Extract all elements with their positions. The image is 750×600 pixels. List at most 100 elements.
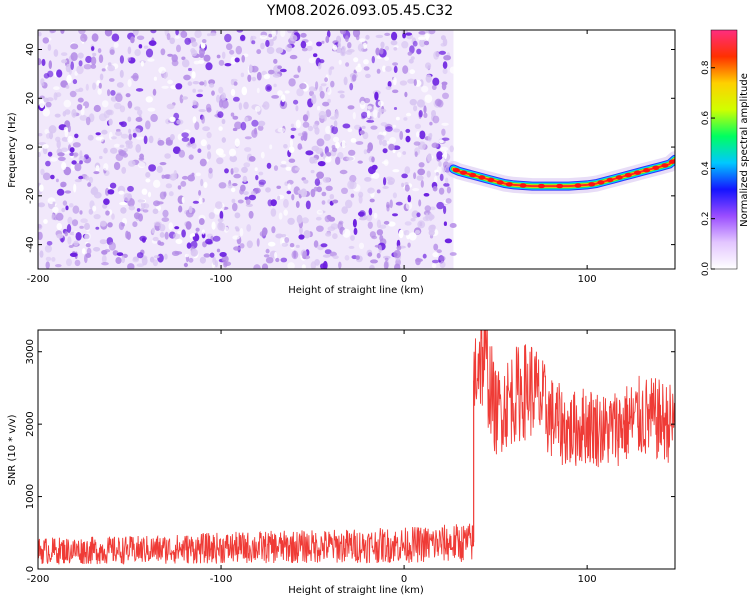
noise-blob [404, 184, 410, 192]
noise-blob [113, 161, 121, 171]
noise-blob [413, 79, 417, 86]
noise-blob [66, 74, 72, 84]
noise-blob [261, 263, 269, 269]
noise-blob [90, 190, 94, 194]
noise-blob [85, 175, 90, 181]
noise-blob [352, 218, 357, 228]
noise-blob [157, 253, 164, 263]
noise-blob [65, 84, 70, 89]
noise-blob [197, 89, 204, 93]
noise-blob [113, 102, 122, 110]
noise-blob [341, 45, 346, 53]
noise-blob [417, 220, 426, 229]
noise-blob [402, 65, 409, 74]
noise-blob [308, 57, 316, 64]
noise-blob [42, 172, 51, 181]
noise-blob [181, 132, 189, 138]
noise-blob [103, 163, 109, 171]
noise-blob [164, 253, 168, 260]
noise-blob [91, 33, 99, 42]
noise-blob [103, 147, 108, 154]
noise-blob [405, 135, 411, 143]
noise-blob [38, 231, 43, 241]
noise-blob [316, 209, 324, 215]
noise-blob [181, 229, 186, 238]
noise-blob [337, 42, 342, 49]
noise-blob [72, 142, 81, 148]
noise-blob [277, 65, 282, 70]
noise-blob [392, 169, 400, 173]
noise-blob [438, 50, 446, 55]
noise-blob [203, 80, 207, 87]
noise-blob [45, 101, 52, 108]
noise-blob [342, 228, 351, 238]
noise-blob [135, 144, 141, 153]
noise-blob [135, 117, 143, 122]
noise-blob [337, 90, 345, 94]
noise-blob [142, 209, 149, 213]
noise-blob [127, 263, 135, 269]
noise-blob [300, 135, 305, 141]
noise-blob [316, 41, 322, 47]
noise-blob [90, 56, 97, 66]
noise-blob [70, 61, 74, 70]
noise-blob [380, 41, 385, 48]
noise-blob [88, 208, 94, 215]
noise-blob [185, 221, 192, 230]
noise-blob [38, 133, 43, 137]
noise-blob [195, 172, 201, 177]
noise-blob [387, 181, 395, 185]
noise-blob [281, 242, 289, 247]
noise-blob [148, 40, 157, 46]
noise-blob [213, 207, 222, 215]
noise-blob [361, 111, 368, 119]
noise-blob [404, 221, 412, 226]
noise-blob [393, 107, 398, 110]
noise-blob [369, 198, 375, 203]
noise-blob [196, 93, 204, 98]
noise-blob [296, 88, 304, 97]
snr-y-tick-label: 2000 [25, 411, 36, 436]
noise-blob [376, 252, 381, 259]
noise-blob [121, 166, 127, 174]
noise-blob [367, 252, 373, 257]
noise-blob [283, 209, 289, 216]
noise-blob [387, 221, 396, 227]
noise-blob [224, 33, 232, 43]
noise-blob [74, 179, 82, 183]
noise-blob [107, 64, 115, 72]
noise-blob [345, 35, 349, 42]
noise-blob [418, 31, 427, 35]
snr-x-tick-label: 0 [401, 574, 407, 585]
noise-blob [380, 122, 388, 127]
noise-blob [354, 124, 361, 130]
noise-blob [194, 121, 200, 130]
noise-blob [378, 108, 387, 113]
noise-blob [69, 147, 75, 153]
noise-blob [429, 121, 433, 126]
snr-y-tick-label: 3000 [25, 339, 36, 364]
noise-blob [199, 81, 205, 86]
noise-blob [439, 139, 444, 144]
noise-blob [385, 86, 392, 90]
noise-blob [38, 203, 42, 207]
noise-blob [382, 148, 388, 154]
noise-blob [395, 116, 400, 121]
noise-blob [428, 214, 435, 220]
ridge-bead [469, 172, 477, 178]
noise-blob [67, 236, 72, 245]
noise-blob [442, 68, 448, 75]
noise-blob [233, 81, 238, 86]
noise-blob [320, 243, 328, 248]
noise-blob [244, 117, 249, 122]
noise-blob [145, 96, 153, 103]
noise-blob [261, 104, 266, 108]
noise-blob [256, 87, 260, 94]
noise-blob [66, 224, 72, 233]
noise-blob [408, 232, 417, 241]
noise-blob [52, 201, 56, 205]
noise-blob [191, 49, 198, 57]
noise-blob [280, 164, 287, 168]
noise-blob [395, 201, 403, 206]
noise-blob [394, 263, 401, 269]
